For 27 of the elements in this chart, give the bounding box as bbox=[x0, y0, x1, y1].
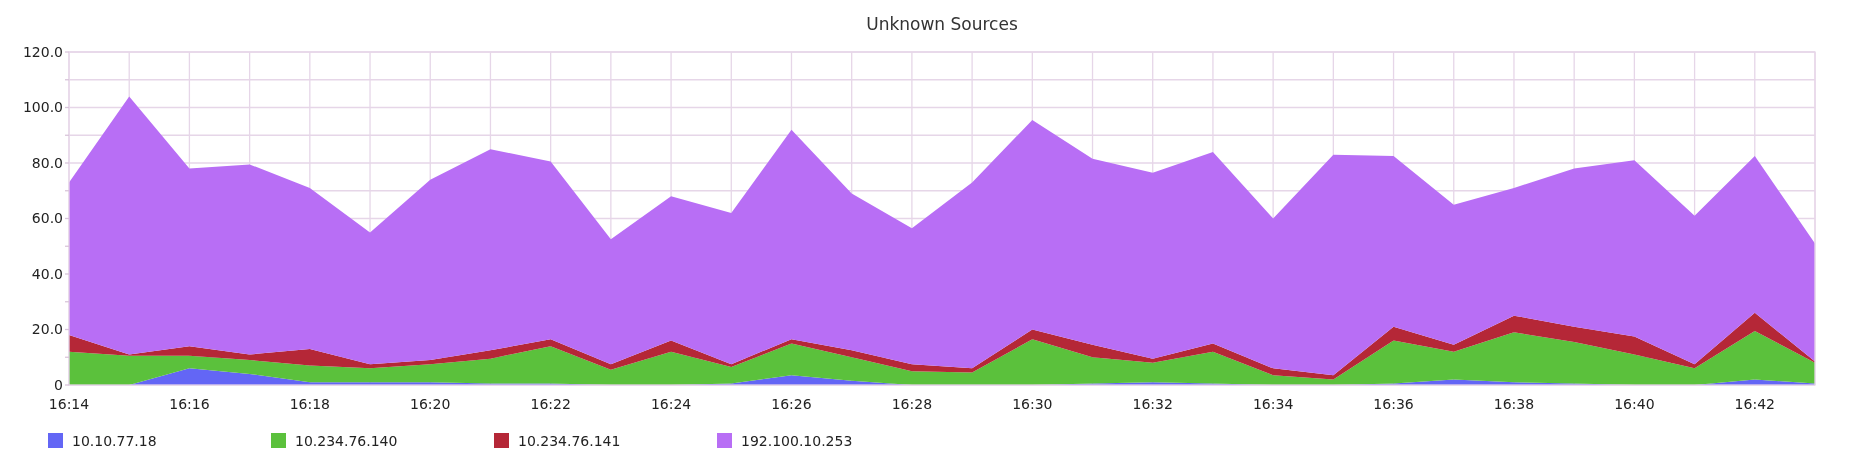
x-tick-label: 16:34 bbox=[1252, 396, 1294, 412]
y-tick-label: 40.0 bbox=[31, 265, 63, 282]
chart-title: Unknown Sources bbox=[866, 14, 1018, 34]
y-tick-label: 20.0 bbox=[31, 321, 63, 338]
x-tick-label: 16:42 bbox=[1734, 396, 1775, 412]
y-tick-label: 0 bbox=[54, 376, 63, 393]
y-tick-label: 120.0 bbox=[22, 43, 63, 60]
x-tick-label: 16:30 bbox=[1012, 396, 1053, 412]
y-tick-label: 80.0 bbox=[31, 154, 63, 171]
x-tick-label: 16:28 bbox=[891, 396, 933, 412]
x-tick-label: 16:40 bbox=[1614, 396, 1655, 412]
y-tick-label: 60.0 bbox=[31, 210, 63, 227]
x-tick-label: 16:18 bbox=[289, 396, 331, 412]
x-tick-label: 16:36 bbox=[1373, 396, 1414, 412]
y-tick-label: 100.0 bbox=[22, 99, 63, 116]
x-tick-label: 16:24 bbox=[650, 396, 692, 412]
legend-label: 10.234.76.140 bbox=[295, 432, 398, 449]
x-tick-label: 16:32 bbox=[1132, 396, 1173, 412]
legend-label: 10.10.77.18 bbox=[72, 432, 157, 449]
x-tick-label: 16:14 bbox=[48, 396, 90, 412]
legend-label: 192.100.10.253 bbox=[741, 432, 853, 449]
x-tick-label: 16:20 bbox=[410, 396, 451, 412]
x-tick-label: 16:26 bbox=[771, 396, 812, 412]
x-tick-label: 16:22 bbox=[530, 396, 571, 412]
legend-label: 10.234.76.141 bbox=[518, 432, 621, 449]
x-tick-label: 16:16 bbox=[169, 396, 210, 412]
x-tick-label: 16:38 bbox=[1493, 396, 1535, 412]
